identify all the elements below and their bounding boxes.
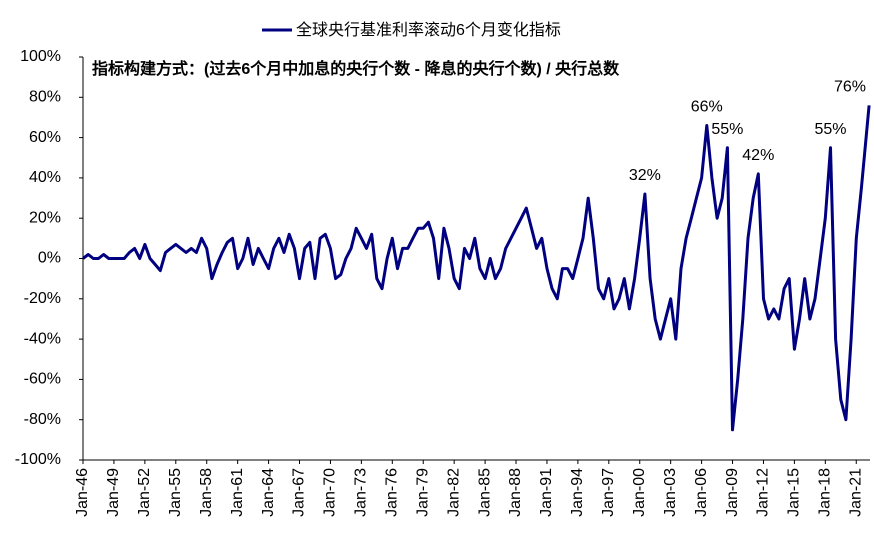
x-tick-label: Jan-97	[600, 468, 617, 517]
annotation: 55%	[711, 121, 743, 138]
x-tick-label: Jan-06	[693, 468, 710, 517]
x-tick-label: Jan-79	[414, 468, 431, 517]
x-tick-label: Jan-55	[167, 468, 184, 517]
x-tick-label: Jan-03	[662, 468, 679, 517]
x-tick-label: Jan-15	[786, 468, 803, 517]
y-tick-label: -80%	[24, 411, 61, 428]
x-tick-label: Jan-88	[507, 468, 524, 517]
y-tick-label: 40%	[29, 169, 61, 186]
x-tick-label: Jan-49	[105, 468, 122, 517]
x-tick-label: Jan-09	[724, 468, 741, 517]
y-tick-label: -40%	[24, 330, 61, 347]
x-tick-label: Jan-21	[847, 468, 864, 517]
x-tick-label: Jan-94	[569, 468, 586, 517]
x-tick-label: Jan-52	[136, 468, 153, 517]
x-tick-label: Jan-73	[353, 468, 370, 517]
x-tick-label: Jan-64	[260, 468, 277, 517]
y-tick-label: -60%	[24, 371, 61, 388]
x-tick-label: Jan-70	[322, 468, 339, 517]
annotation: 42%	[742, 147, 774, 164]
legend-label: 全球央行基准利率滚动6个月变化指标	[296, 21, 561, 39]
x-tick-label: Jan-61	[229, 468, 246, 517]
subtitle: 指标构建方式：(过去6个月中加息的央行个数 - 降息的央行个数) / 央行总数	[92, 59, 620, 78]
x-tick-label: Jan-76	[384, 468, 401, 517]
annotation: 32%	[629, 167, 661, 184]
x-tick-label: Jan-85	[476, 468, 493, 517]
x-tick-label: Jan-91	[538, 468, 555, 517]
x-tick-label: Jan-18	[817, 468, 834, 517]
y-tick-label: 80%	[29, 89, 61, 106]
x-tick-label: Jan-58	[198, 468, 215, 517]
annotation: 55%	[814, 121, 846, 138]
y-tick-label: 100%	[20, 48, 61, 65]
annotation: 66%	[691, 99, 723, 116]
x-tick-label: Jan-12	[755, 468, 772, 517]
y-tick-label: -20%	[24, 290, 61, 307]
y-tick-label: -100%	[15, 451, 61, 468]
x-tick-label: Jan-00	[631, 468, 648, 517]
y-tick-label: 0%	[38, 250, 61, 267]
x-tick-label: Jan-46	[74, 468, 91, 517]
x-tick-label: Jan-82	[445, 468, 462, 517]
y-tick-label: 60%	[29, 129, 61, 146]
x-tick-label: Jan-67	[291, 468, 308, 517]
annotation: 76%	[834, 79, 866, 96]
y-tick-label: 20%	[29, 209, 61, 226]
series-line	[82, 105, 871, 432]
